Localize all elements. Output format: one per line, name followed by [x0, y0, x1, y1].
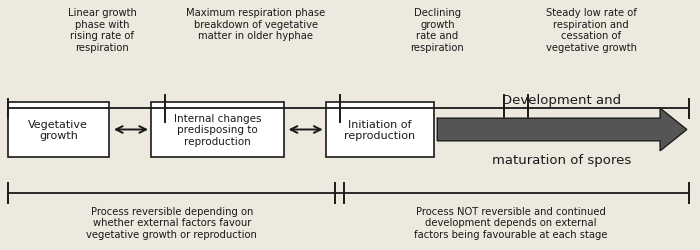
Text: Process reversible depending on
whether external factors favour
vegetative growt: Process reversible depending on whether …: [86, 206, 258, 239]
Text: Linear growth
phase with
rising rate of
respiration: Linear growth phase with rising rate of …: [68, 8, 136, 53]
FancyBboxPatch shape: [326, 102, 434, 157]
FancyBboxPatch shape: [151, 102, 284, 157]
Text: Internal changes
predisposing to
reproduction: Internal changes predisposing to reprodu…: [174, 114, 261, 146]
Text: Maximum respiration phase
breakdown of vegetative
matter in older hyphae: Maximum respiration phase breakdown of v…: [186, 8, 326, 41]
Text: Steady low rate of
respiration and
cessation of
vegetative growth: Steady low rate of respiration and cessa…: [545, 8, 636, 53]
Polygon shape: [438, 109, 687, 151]
Text: maturation of spores: maturation of spores: [492, 154, 631, 166]
Text: Process NOT reversible and continued
development depends on external
factors bei: Process NOT reversible and continued dev…: [414, 206, 608, 239]
Text: Development and: Development and: [503, 94, 622, 106]
Text: Initiation of
reproduction: Initiation of reproduction: [344, 119, 415, 141]
Text: Vegetative
growth: Vegetative growth: [29, 119, 88, 141]
Text: Declining
growth
rate and
respiration: Declining growth rate and respiration: [410, 8, 464, 53]
FancyBboxPatch shape: [8, 102, 109, 157]
